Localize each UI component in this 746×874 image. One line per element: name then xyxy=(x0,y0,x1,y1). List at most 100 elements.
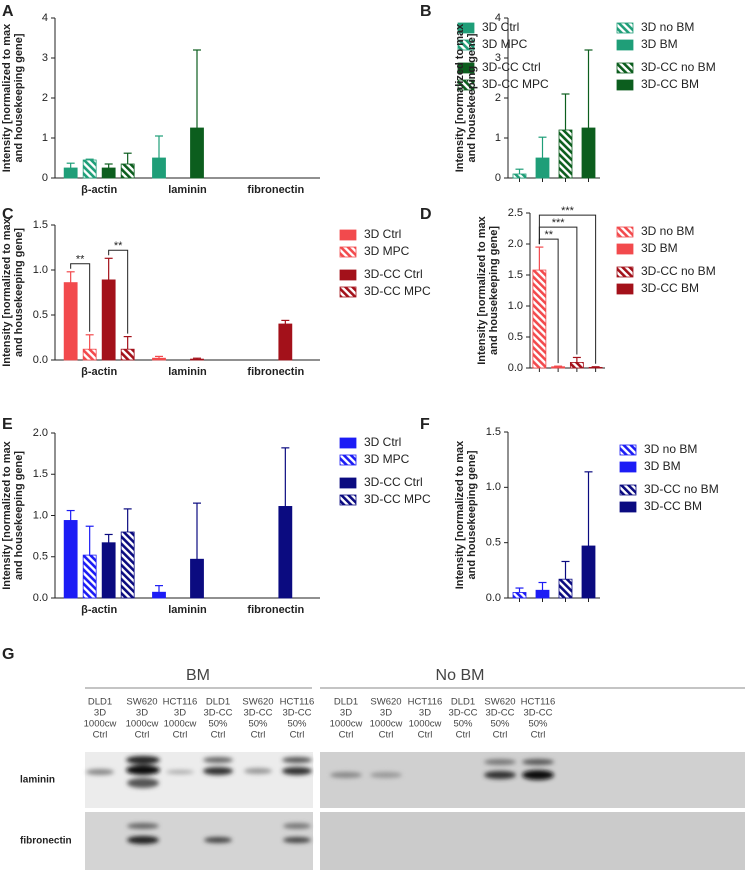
error-bar xyxy=(561,560,570,580)
legend-label: 3D BM xyxy=(641,241,678,255)
legend-swatch xyxy=(619,484,637,496)
legend-label: 3D BM xyxy=(641,37,678,51)
error-bar xyxy=(281,447,290,507)
group-label: No BM xyxy=(436,667,485,684)
y-axis-label: and housekeeping gene] xyxy=(13,451,25,580)
legend-label: 3D no BM xyxy=(641,20,694,34)
significance-label: ** xyxy=(76,254,85,266)
lane-label: 1000cw xyxy=(84,719,117,730)
error-bar xyxy=(561,93,570,130)
error-bar xyxy=(193,357,201,360)
bar xyxy=(152,357,166,361)
y-tick-label: 2 xyxy=(495,92,501,104)
lane-label: Ctrl xyxy=(339,730,354,741)
legend-swatch xyxy=(616,62,634,74)
bar xyxy=(120,163,135,179)
bar xyxy=(63,520,78,599)
blot-bm-laminin xyxy=(85,752,313,808)
y-tick-label: 1.0 xyxy=(486,481,501,493)
legend-swatch xyxy=(457,62,475,74)
error-bar xyxy=(538,581,547,591)
legend-swatch xyxy=(339,229,357,241)
lane-label: 50% xyxy=(490,719,510,730)
bar xyxy=(120,531,135,599)
significance-bracket xyxy=(538,226,578,355)
row-label: laminin xyxy=(20,775,55,786)
error-bar xyxy=(515,168,524,174)
legend-label: 3D-CC Ctrl xyxy=(364,475,423,489)
bar xyxy=(558,578,573,599)
error-bar xyxy=(85,334,94,350)
lane-label: 3D-CC xyxy=(448,708,477,719)
legend-swatch xyxy=(339,494,357,506)
bar xyxy=(588,366,603,369)
error-bar xyxy=(538,136,547,158)
error-bar xyxy=(123,336,132,350)
legend-label: 3D no BM xyxy=(644,442,697,456)
legend-label: 3D-CC Ctrl xyxy=(482,60,541,74)
lane-label: 50% xyxy=(287,719,307,730)
y-tick-label: 0.5 xyxy=(486,537,501,549)
y-axis-label: Intensity [normalized to max xyxy=(454,440,466,589)
legend-swatch xyxy=(339,477,357,489)
legend-label: 3D Ctrl xyxy=(364,435,401,449)
y-tick-label: 4 xyxy=(495,12,501,24)
y-tick-label: 2 xyxy=(42,92,48,104)
y-tick-label: 1.5 xyxy=(33,468,48,480)
error-bar xyxy=(66,509,75,521)
bands xyxy=(86,756,554,844)
legend-label: 3D-CC no BM xyxy=(644,482,719,496)
y-tick-label: 0.0 xyxy=(33,354,48,366)
legend-swatch xyxy=(616,22,634,34)
lane-label: SW620 xyxy=(370,697,401,708)
error-bar xyxy=(66,271,75,283)
lane-label: SW620 xyxy=(126,697,157,708)
y-tick-label: 0.0 xyxy=(508,362,523,374)
bar xyxy=(152,591,166,599)
legend-label: 3D BM xyxy=(644,459,681,473)
lane-label: Ctrl xyxy=(173,730,188,741)
x-tick-label: fibronectin xyxy=(247,184,304,196)
y-tick-label: 3 xyxy=(495,52,501,64)
error-bar xyxy=(591,366,600,368)
y-axis-label: and housekeeping gene] xyxy=(466,33,478,162)
lane-label: Ctrl xyxy=(531,730,546,741)
lane-label: HCT116 xyxy=(280,697,315,708)
error-bar xyxy=(104,163,113,168)
bar xyxy=(512,173,527,179)
legend-label: 3D-CC Ctrl xyxy=(364,267,423,281)
y-tick-label: 1 xyxy=(42,132,48,144)
y-axis-label: Intensity [normalized to max xyxy=(1,217,13,366)
lane-label: 3D xyxy=(340,708,352,719)
legend-label: 3D-CC BM xyxy=(641,281,699,295)
error-bar xyxy=(104,257,113,280)
significance-label: ** xyxy=(544,229,553,241)
bar xyxy=(82,554,97,599)
legend-label: 3D MPC xyxy=(482,37,528,51)
error-bar xyxy=(193,502,201,560)
error-bar xyxy=(554,365,563,367)
bar xyxy=(558,129,573,179)
legend-swatch xyxy=(457,39,475,51)
lane-label: Ctrl xyxy=(93,730,108,741)
bar xyxy=(535,157,550,179)
y-tick-label: 4 xyxy=(42,12,48,24)
lane-label: 3D xyxy=(174,708,186,719)
blot-bm-fibronectin xyxy=(85,812,313,870)
lane-label: 50% xyxy=(528,719,548,730)
legend-label: 3D Ctrl xyxy=(482,20,519,34)
bar xyxy=(581,127,596,179)
x-tick-label: fibronectin xyxy=(247,604,304,616)
significance-bracket xyxy=(108,249,129,334)
x-tick-label: laminin xyxy=(168,604,207,616)
error-bar xyxy=(193,49,201,128)
x-tick-label: fibronectin xyxy=(247,366,304,378)
y-tick-label: 1 xyxy=(495,132,501,144)
error-bar xyxy=(104,533,113,543)
y-axis-label: Intensity [normalized to max xyxy=(454,23,466,172)
y-tick-label: 0.0 xyxy=(486,592,501,604)
error-bar xyxy=(535,246,544,271)
lane-label: Ctrl xyxy=(251,730,266,741)
legend-swatch xyxy=(619,501,637,513)
legend-swatch xyxy=(619,461,637,473)
